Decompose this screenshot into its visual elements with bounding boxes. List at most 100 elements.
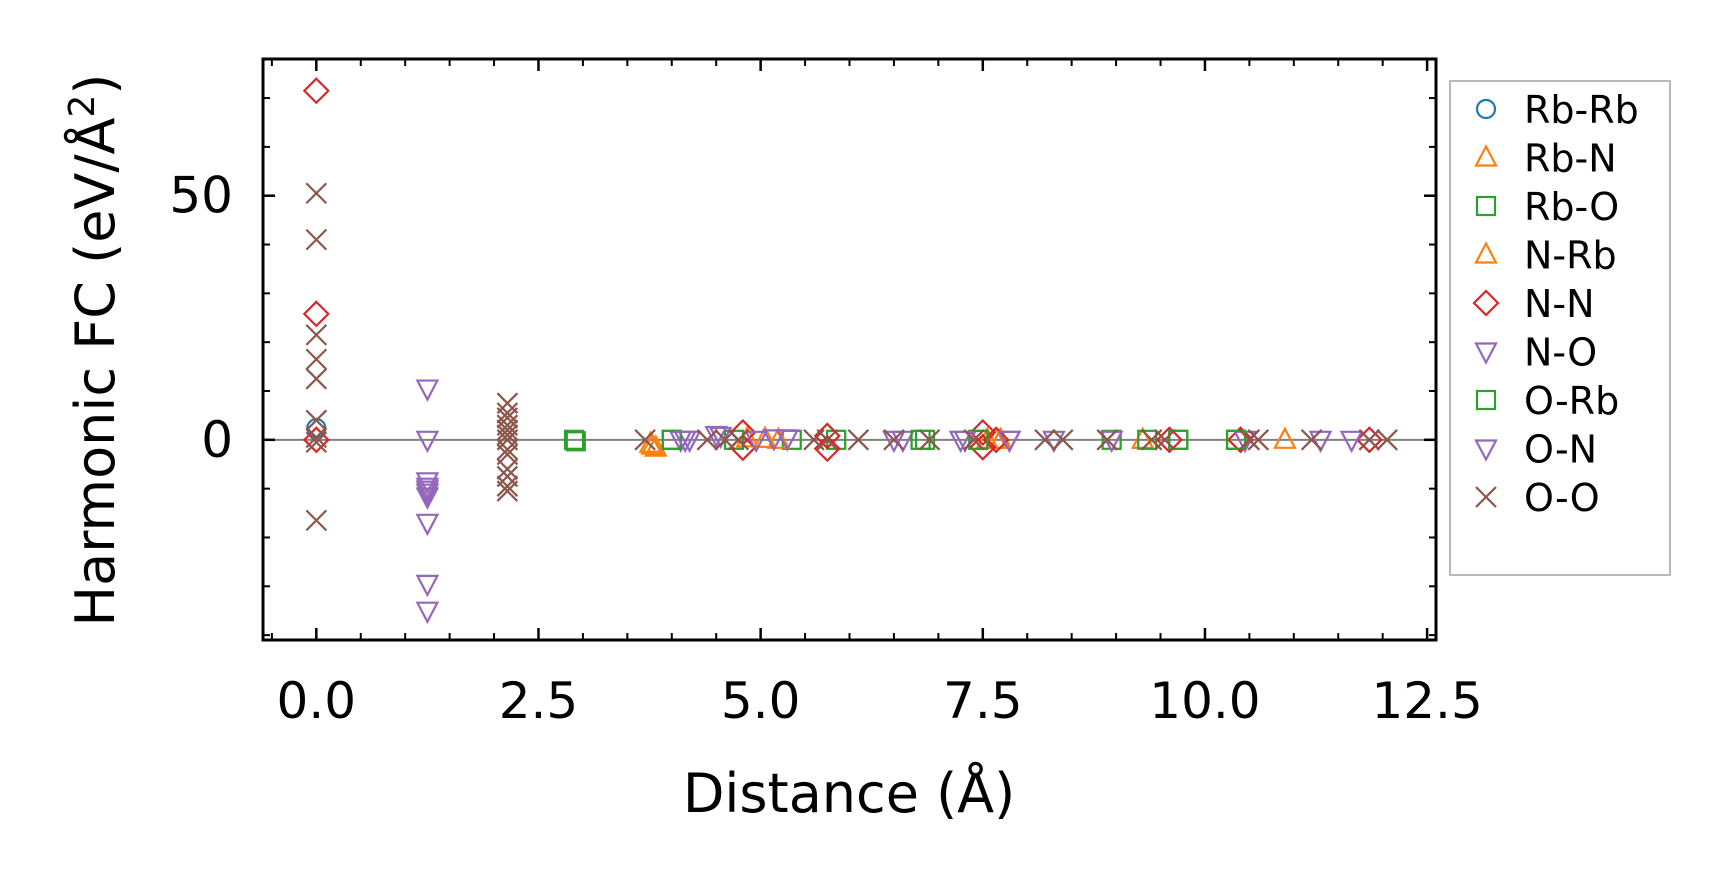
data-point [1168,429,1189,450]
data-point [1226,426,1255,454]
data-point [565,431,586,452]
legend-entry: Rb-N [1474,137,1617,181]
x-tick-label: 5.0 [721,672,801,730]
data-point [847,429,870,451]
axis-tick-labels: 0.0 2.5 5.0 7.5 10.0 12.5 0 50 [169,167,1482,730]
legend-marker [1474,439,1498,462]
legend-entry: O-O [1475,476,1600,520]
data-point [1339,430,1364,454]
data-point [1358,429,1381,451]
data-point [563,429,585,450]
data-point [883,429,905,451]
data-point [496,480,519,502]
plot-area [263,59,1436,640]
legend-label: N-Rb [1524,234,1617,278]
legend-label: O-Rb [1524,379,1619,423]
data-point [816,429,839,451]
data-point [882,430,906,454]
data-point [305,324,328,346]
data-point [302,77,330,105]
data-point [302,426,330,454]
data-point [305,426,328,449]
data-point [696,429,719,451]
data-point [997,430,1022,454]
legend-label: Rb-N [1524,137,1617,181]
legend-frame [1449,80,1671,576]
data-point [661,429,682,450]
data-point [305,182,328,205]
data-point [766,426,791,449]
series-n-rb [638,426,1008,453]
data-point [638,430,663,453]
data-point [673,430,697,454]
data-point [753,425,777,448]
y-axis-label: Harmonic FC (eV/Å2) [62,74,127,627]
legend-entry: N-N [1472,282,1595,326]
data-point [496,438,519,461]
x-tick-label: 12.5 [1371,672,1482,730]
legend-marker [1474,342,1498,365]
data-point [634,429,656,451]
data-point [1238,429,1261,451]
legend-marker [1475,486,1497,508]
data-point [969,418,997,447]
legend-label: O-O [1524,476,1600,520]
data-point [415,472,440,495]
data-point [415,601,440,625]
legend-marker [1475,98,1497,120]
data-point [1225,429,1247,450]
data-point [305,348,328,371]
data-point [968,429,989,450]
legend-marker [1474,144,1498,167]
data-point [305,368,328,390]
legend-entry: O-N [1474,428,1597,472]
legend-marker [1475,389,1497,411]
legend-marker [1472,289,1500,317]
data-point [1273,426,1297,449]
y-tick-label: 50 [169,167,233,225]
x-tick-label: 10.0 [1149,672,1260,730]
data-point [496,458,519,480]
data-point [415,480,440,503]
data-point [1355,426,1383,454]
data-point [305,431,328,454]
data-point [305,509,328,532]
legend-marker [1474,241,1498,264]
data-point [305,409,328,432]
legend-entry: O-Rb [1475,379,1619,423]
data-point [415,574,440,598]
data-point [969,433,997,461]
legend-label: O-N [1524,428,1597,472]
data-point [1300,429,1323,451]
legend-label: Rb-Rb [1524,88,1639,132]
data-point [948,430,973,454]
legend-entry: Rb-Rb [1475,88,1639,132]
data-point [1034,429,1056,451]
data-point [1096,429,1118,451]
series-o-o [305,182,1398,532]
data-point [1051,429,1074,451]
data-point [963,429,985,451]
legend-label: N-N [1524,282,1595,326]
legend-label: N-O [1524,331,1597,375]
data-point [1154,429,1176,451]
data-point [496,419,519,441]
x-axis-label: Distance (Å) [683,761,1015,825]
legend-entry: N-O [1474,331,1597,375]
data-point [496,475,519,497]
data-point [415,430,440,454]
data-markers [302,77,1398,625]
data-point [415,483,440,506]
legend: Rb-Rb Rb-NRb-O N-RbN-N N-OO-Rb O-NO-O [1449,80,1671,576]
legend-label: Rb-O [1524,185,1619,229]
legend-entry: Rb-O [1475,185,1619,229]
data-point [984,426,1008,449]
data-point [1376,429,1398,451]
x-tick-label: 7.5 [943,672,1023,730]
plot-frame [261,57,1438,642]
data-point [744,430,769,454]
data-point [918,429,941,451]
legend-entry: N-Rb [1474,234,1617,278]
y-tick-label: 0 [201,411,233,469]
